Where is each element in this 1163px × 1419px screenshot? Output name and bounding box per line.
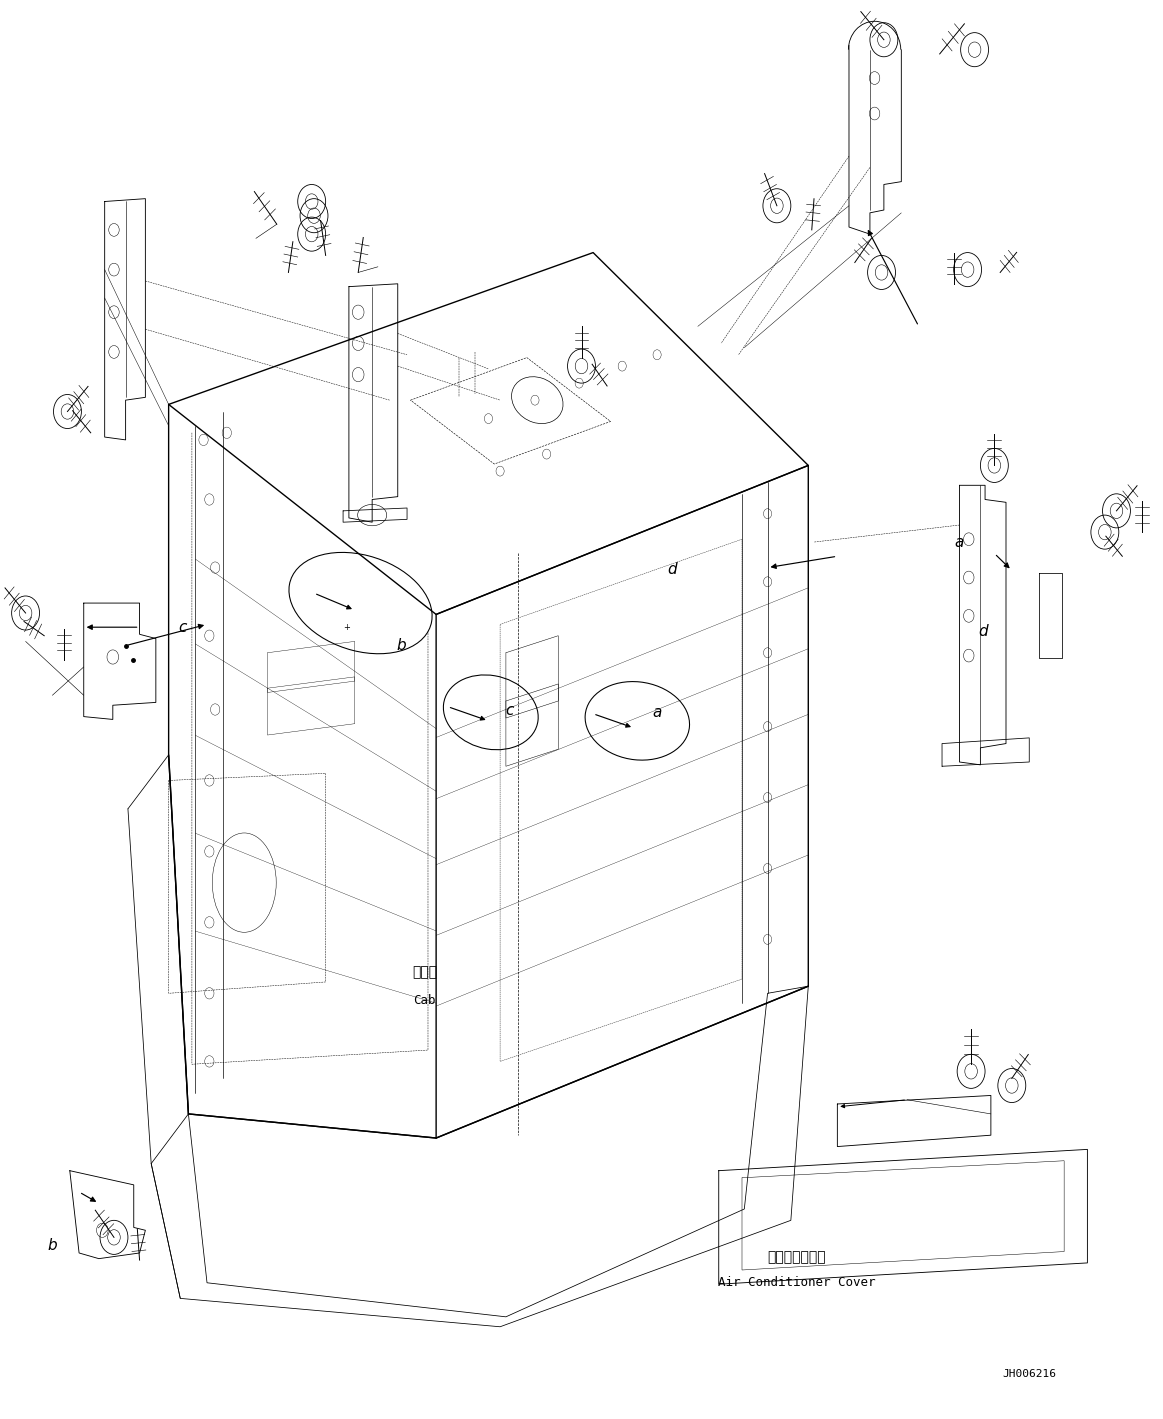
Text: a: a (955, 535, 964, 549)
Text: c: c (505, 704, 514, 718)
Text: JH006216: JH006216 (1003, 1368, 1056, 1379)
Text: キャブ: キャブ (412, 965, 437, 979)
Text: +: + (343, 623, 350, 631)
Text: b: b (48, 1239, 57, 1253)
Text: b: b (397, 639, 406, 653)
Text: Cab: Cab (413, 993, 436, 1007)
Text: d: d (668, 562, 677, 576)
Text: a: a (652, 705, 662, 719)
Text: d: d (978, 624, 987, 639)
Text: Air Conditioner Cover: Air Conditioner Cover (718, 1276, 876, 1290)
Text: c: c (178, 620, 187, 634)
Text: エアコンカバー: エアコンカバー (768, 1250, 826, 1264)
